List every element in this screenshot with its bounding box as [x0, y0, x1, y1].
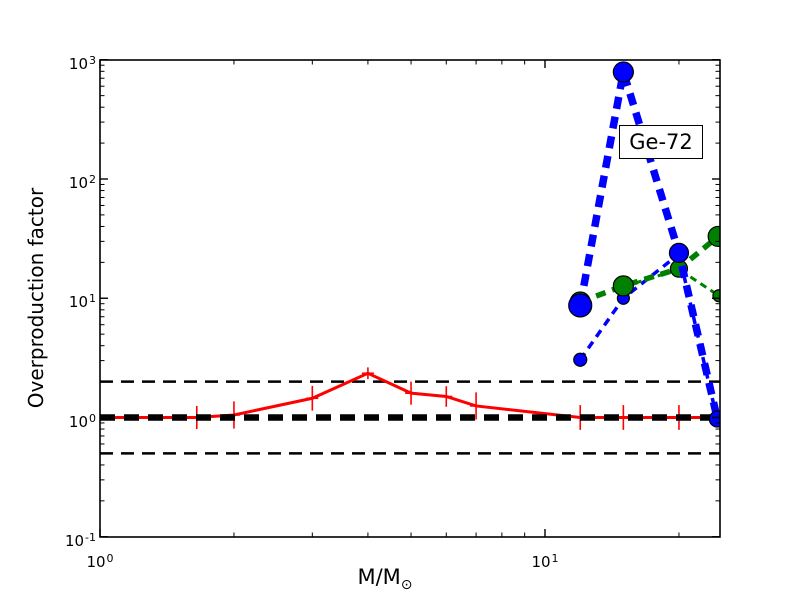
green-thin-dashed-line	[622, 267, 720, 297]
ytick-label: 10-1	[64, 530, 96, 550]
blue-thick-dashed-marker	[668, 242, 690, 264]
green-thick-dashed-line	[579, 234, 720, 305]
plot-data-layer	[100, 61, 720, 455]
blue-thin-dashed	[573, 246, 720, 427]
blue-thin-dashed-line	[578, 250, 720, 421]
red-solid-errorbar-line	[100, 371, 720, 419]
xtick-label: 101	[531, 552, 559, 571]
sun-symbol: ⊙	[400, 577, 413, 593]
ytick-label: 100	[68, 411, 96, 431]
green-thick-dashed-marker	[707, 225, 720, 248]
blue-thin-dashed-marker	[573, 352, 588, 367]
ytick-label: 101	[68, 292, 96, 312]
axis-ticks	[99, 59, 720, 538]
green-thin-dashed-marker	[712, 289, 720, 303]
blue-thick-dashed-marker	[612, 61, 634, 83]
legend-label: Ge-72	[629, 130, 693, 154]
x-axis-label-main: M/M	[357, 565, 401, 589]
green-thick-dashed-marker	[612, 275, 634, 297]
blue-thick-dashed-marker	[568, 293, 593, 318]
ytick-label: 103	[68, 53, 96, 73]
ytick-label: 102	[68, 173, 96, 192]
blue-thick-dashed-marker	[708, 410, 720, 428]
xtick-label: 100	[86, 552, 114, 571]
blue-thick-dashed	[568, 61, 720, 428]
legend-box: Ge-72	[619, 125, 703, 159]
x-axis-label: M/M⊙	[357, 565, 412, 593]
